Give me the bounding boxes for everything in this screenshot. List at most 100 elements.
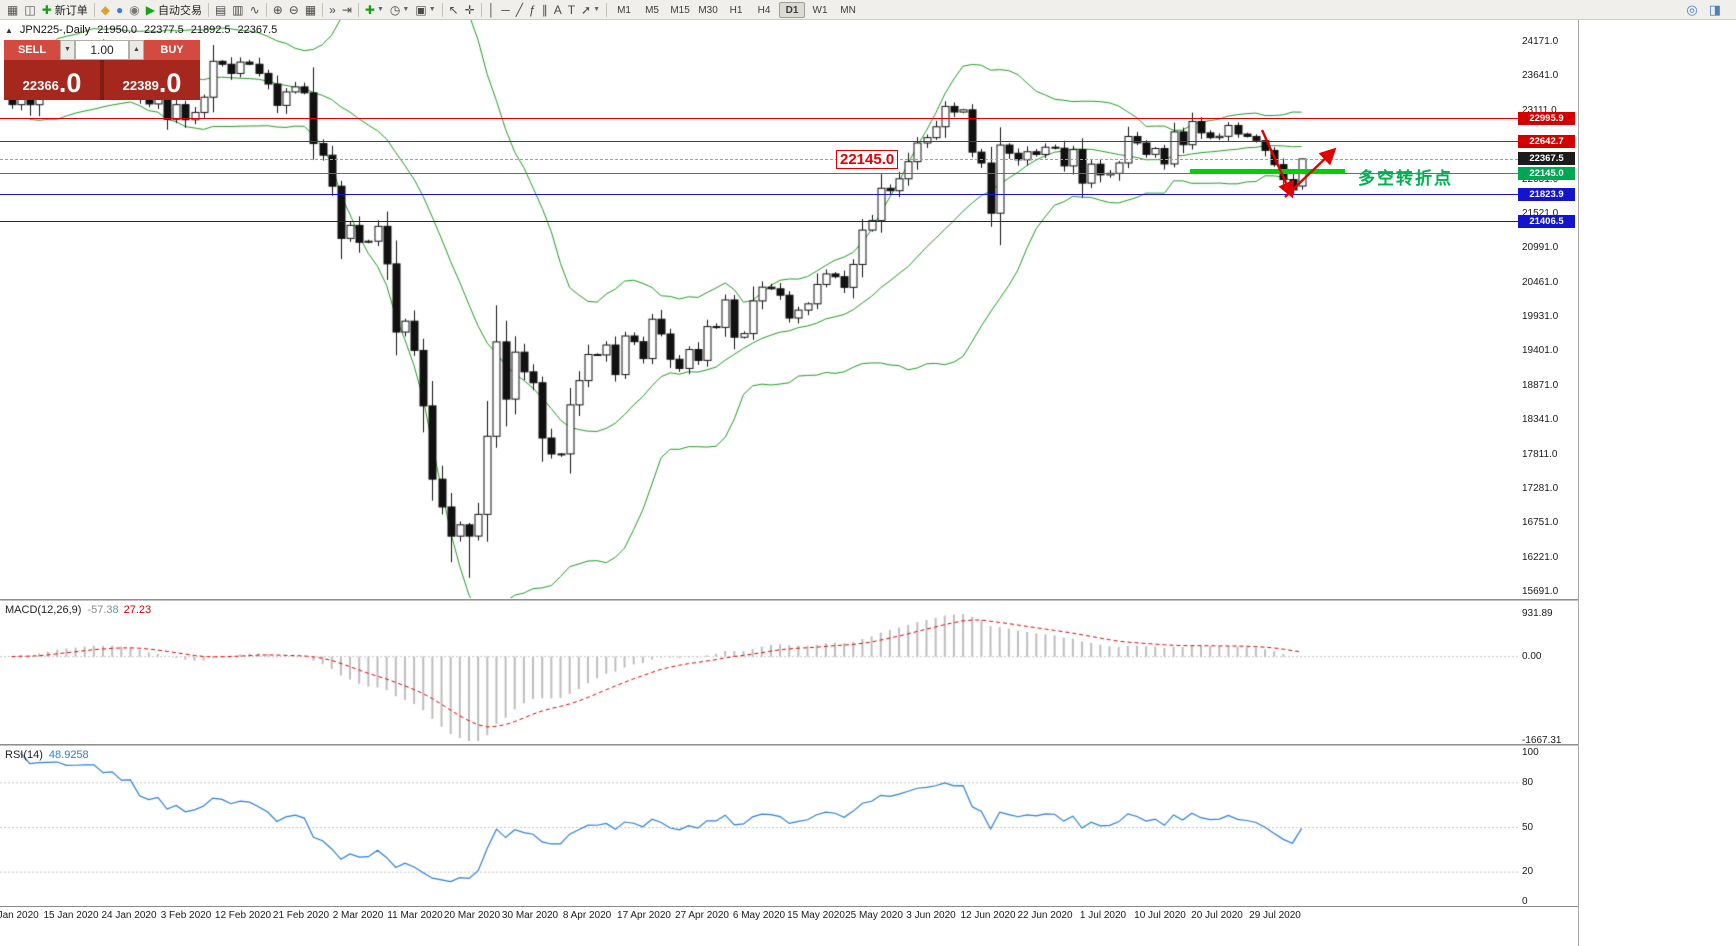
cursor-icon[interactable]: ↖ <box>446 1 462 19</box>
new-order-button[interactable]: ✚ 新订单 <box>39 1 91 19</box>
zoom-out-icon[interactable]: ⊖ <box>286 1 302 19</box>
date-label: 27 Apr 2020 <box>675 910 729 921</box>
market-icon[interactable]: ◉ <box>126 1 142 19</box>
toolbar-right-icons: ◎ ◨ <box>1683 1 1732 19</box>
buy-button[interactable]: BUY <box>144 40 200 60</box>
candlestick-chart-icon[interactable]: ▥ <box>229 1 246 19</box>
crosshair-icon[interactable]: ✛ <box>462 1 478 19</box>
volume-decrease-button[interactable]: ▼ <box>60 40 75 60</box>
metaeditor-icon[interactable]: ◆ <box>98 1 113 19</box>
autotrading-button[interactable]: ▶ 自动交易 <box>143 1 205 19</box>
price-tick: 18341.0 <box>1522 414 1559 425</box>
date-label: 15 Jan 2020 <box>43 910 99 921</box>
chart-shift-icon[interactable]: ⇥ <box>339 1 355 19</box>
tile-windows-icon-glyph: ▦ <box>304 2 317 17</box>
price-tick: 23111.0 <box>1522 105 1557 116</box>
data-window-icon[interactable]: ◨ <box>1706 1 1724 19</box>
vertical-line-icon[interactable]: │ <box>485 1 499 19</box>
auto-scroll-icon-glyph: » <box>329 2 336 17</box>
sell-button[interactable]: SELL <box>4 40 60 60</box>
search-icon[interactable]: ◎ <box>1683 1 1700 19</box>
support-segment[interactable] <box>1190 169 1345 174</box>
date-label: 2 Mar 2020 <box>332 910 384 921</box>
turning-point-text[interactable]: 多空转折点 <box>1358 169 1453 188</box>
tile-windows-icon[interactable]: ▦ <box>302 1 319 19</box>
main-toolbar: ▦ ◫ ✚ 新订单 ◆ ● ◉ ▶ 自动交易 ▤ ▥ ∿ ⊕ ⊖ ▦» ⇥ ✚ ▼ ◷ ▼ ▣ ▼ ↖ ✛ │ ─ ╱ ƒ ∥ A T ➚ ▼ M… <box>0 0 1736 20</box>
timeframe-h1[interactable]: H1 <box>729 4 743 16</box>
rsi-indicator-label: RSI(14) 48.9258 <box>5 749 89 761</box>
rsi-panel-separator[interactable] <box>0 744 1578 746</box>
price-line-22145.0[interactable] <box>0 173 1518 174</box>
horizontal-line-icon[interactable]: ─ <box>498 1 513 19</box>
timeframe-m15[interactable]: M15 <box>670 4 690 16</box>
templates-button-caret[interactable]: ▼ <box>428 6 436 13</box>
channel-icon-glyph: ∥ <box>541 2 548 17</box>
zoom-in-icon[interactable]: ⊕ <box>270 1 286 19</box>
candlestick-chart-icon-glyph: ▥ <box>232 2 244 17</box>
volume-increase-button[interactable]: ▲ <box>129 40 144 60</box>
line-chart-icon[interactable]: ∿ <box>247 1 263 19</box>
shapes-button-caret[interactable]: ▼ <box>593 6 601 13</box>
templates-button[interactable]: ▣ ▼ <box>412 1 438 19</box>
rsi-scale-label: 50 <box>1522 822 1534 833</box>
macd-panel-separator[interactable] <box>0 599 1578 601</box>
timeframe-mn[interactable]: MN <box>840 4 856 16</box>
date-label: 29 Jul 2020 <box>1249 910 1301 921</box>
price-line-22367.5[interactable] <box>0 159 1518 160</box>
community-icon-glyph: ● <box>115 2 124 17</box>
chart-window[interactable]: ▲ JPN225-,Daily 21950.0 22377.5 21892.5 … <box>0 20 1579 946</box>
trendline-icon[interactable]: ╱ <box>513 1 526 19</box>
periods-button-caret[interactable]: ▼ <box>402 6 410 13</box>
one-click-trading-panel[interactable]: SELL ▼ 1.00 ▲ BUY 22366.0 22389.0 <box>4 40 200 100</box>
macd-scale-label: 931.89 <box>1522 608 1553 619</box>
fibonacci-icon-glyph: ƒ <box>529 2 536 17</box>
collapse-panel-icon[interactable]: ▲ <box>5 25 13 35</box>
date-label: 8 Apr 2020 <box>562 910 612 921</box>
vertical-line-icon-glyph: │ <box>487 2 496 17</box>
new-chart-icon[interactable]: ◫ <box>21 1 38 19</box>
price-tick: 17811.0 <box>1522 449 1558 460</box>
timeframe-w1[interactable]: W1 <box>812 4 828 16</box>
date-label: 6 May 2020 <box>732 910 786 921</box>
text-icon[interactable]: A <box>551 1 565 19</box>
price-line-22995.9[interactable] <box>0 118 1518 119</box>
community-icon[interactable]: ● <box>113 1 126 19</box>
timeframe-m1[interactable]: M1 <box>617 4 631 16</box>
shapes-button[interactable]: ➚ ▼ <box>578 1 603 19</box>
buy-price-panel[interactable]: 22389.0 <box>104 60 200 100</box>
sell-price-panel[interactable]: 22366.0 <box>4 60 100 100</box>
toolbar-separator <box>322 2 324 17</box>
date-label: 10 Jul 2020 <box>1134 910 1186 921</box>
zoom-out-icon-glyph: ⊖ <box>288 2 299 17</box>
macd-indicator-label: MACD(12,26,9) -57.38 27.23 <box>5 604 151 616</box>
price-line-21823.9[interactable] <box>0 194 1518 195</box>
price-tag-22145.0: 22145.0 <box>1518 167 1575 180</box>
date-label: 25 May 2020 <box>845 910 903 921</box>
price-tick: 17281.0 <box>1522 483 1559 494</box>
terminal-window-icon[interactable]: ▦ <box>4 1 21 19</box>
label-icon[interactable]: T <box>565 1 578 19</box>
channel-icon[interactable]: ∥ <box>539 1 551 19</box>
timeframe-d1[interactable]: D1 <box>779 1 806 18</box>
metaeditor-icon-glyph: ◆ <box>100 2 110 17</box>
rsi-scale-label: 100 <box>1522 747 1539 758</box>
fibonacci-icon[interactable]: ƒ <box>526 1 539 19</box>
price-tick: 19401.0 <box>1522 345 1559 356</box>
indicators-button-caret[interactable]: ▼ <box>376 6 384 13</box>
timeframe-h4[interactable]: H4 <box>757 4 771 16</box>
ohlc-high: 22377.5 <box>144 24 184 36</box>
volume-input[interactable]: 1.00 <box>75 40 129 60</box>
toolbar-separator <box>265 2 267 17</box>
price-level-text[interactable]: 22145.0 <box>836 150 899 169</box>
bar-chart-icon[interactable]: ▤ <box>212 1 229 19</box>
toolbar-separator <box>480 2 482 17</box>
date-label: 12 Jun 2020 <box>960 910 1016 921</box>
price-line-21406.5[interactable] <box>0 221 1518 222</box>
auto-scroll-icon[interactable]: » <box>326 1 339 19</box>
indicators-button[interactable]: ✚ ▼ <box>362 1 387 19</box>
periods-button[interactable]: ◷ ▼ <box>387 1 412 19</box>
ohlc-close: 22367.5 <box>237 24 278 36</box>
timeframe-m30[interactable]: M30 <box>698 4 718 16</box>
timeframe-m5[interactable]: M5 <box>645 4 659 16</box>
price-line-22642.7[interactable] <box>0 141 1518 142</box>
